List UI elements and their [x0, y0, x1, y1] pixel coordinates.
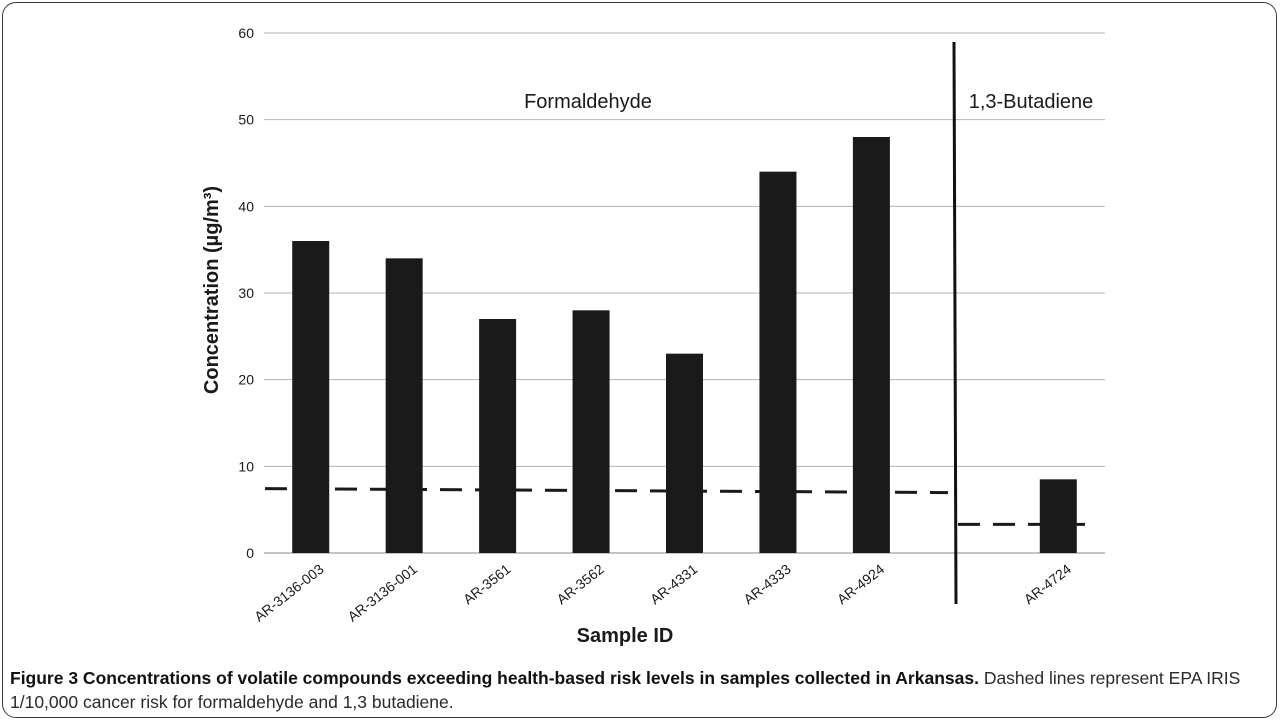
bar	[292, 241, 330, 553]
y-tick-labels: 0 10 20 30 40 50 60	[238, 25, 254, 561]
bar	[666, 353, 703, 553]
x-tick-label: AR-4924	[834, 561, 888, 608]
y-tick-label: 20	[238, 372, 254, 388]
y-tick-label: 50	[238, 112, 254, 128]
bars	[292, 137, 1077, 553]
bar	[385, 258, 423, 553]
bar	[852, 137, 890, 553]
risk-level-lines	[264, 487, 1098, 526]
x-tick-labels: AR-3136-003 AR-3136-001 AR-3561 AR-3562 AR-4…	[251, 561, 1074, 625]
figure-caption: Figure 3 Concentrations of volatile comp…	[10, 666, 1265, 714]
x-tick-label: AR-3136-003	[251, 561, 327, 625]
x-tick-label: AR-3562	[554, 561, 608, 608]
y-tick-label: 60	[238, 25, 254, 41]
y-tick-label: 0	[246, 545, 254, 561]
y-axis-title: Concentration (µg/m³)	[201, 186, 223, 394]
group-label-formaldehyde: Formaldehyde	[524, 91, 652, 113]
x-tick-label: AR-4724	[1021, 561, 1075, 608]
caption-title: Figure 3 Concentrations of volatile comp…	[10, 668, 979, 688]
x-tick-label: AR-3561	[460, 561, 514, 608]
x-tick-label: AR-3136-001	[345, 561, 421, 625]
bar	[1039, 479, 1077, 553]
bar	[759, 171, 797, 553]
y-tick-label: 10	[238, 458, 254, 474]
bar	[479, 319, 517, 553]
x-axis-title: Sample ID	[577, 625, 674, 647]
formaldehyde-risk-line	[264, 487, 949, 495]
x-tick-label: AR-4331	[647, 561, 701, 608]
x-tick-label: AR-4333	[740, 561, 794, 608]
group-label-butadiene: 1,3-Butadiene	[969, 91, 1094, 113]
y-tick-label: 40	[238, 198, 254, 214]
bar	[572, 310, 610, 553]
y-tick-label: 30	[238, 285, 254, 301]
caption-text: Dashed lines represent EPA IRIS 1/10,000…	[10, 668, 1241, 712]
group-divider-line	[952, 41, 958, 605]
